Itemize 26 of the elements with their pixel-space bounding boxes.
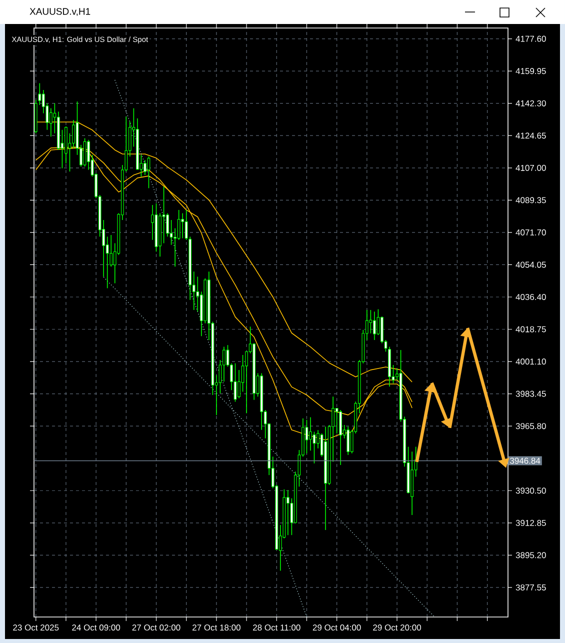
y-tick-label: 3877.55 [516, 584, 546, 590]
y-tick-label: 4071.70 [516, 229, 546, 236]
y-tick-label: 3912.85 [516, 520, 546, 526]
x-tick-label: 27 Oct 02:00 [132, 624, 180, 631]
y-tick-label: 3983.45 [516, 390, 546, 397]
x-tick-label: 27 Oct 18:00 [192, 624, 240, 631]
y-tick-label: 4036.40 [516, 294, 546, 300]
chart-title: XAUUSD.v,H1 [30, 8, 90, 16]
y-tick-label: 3965.80 [516, 423, 546, 430]
y-tick-label: 4159.95 [516, 68, 546, 74]
y-tick-label: 3930.50 [516, 488, 546, 494]
y-tick-label: 4054.05 [516, 262, 546, 268]
y-tick-label: 4107.00 [516, 164, 546, 171]
y-tick-label: 4177.60 [516, 36, 546, 42]
y-tick-label: 3895.20 [516, 552, 546, 558]
y-tick-label: 4018.75 [516, 326, 546, 332]
y-tick-label: 4124.65 [516, 132, 546, 139]
y-tick-label: 4089.35 [516, 197, 546, 204]
x-tick-label: 28 Oct 11:00 [253, 624, 300, 631]
x-tick-label: 29 Oct 04:00 [312, 624, 361, 631]
x-tick-label: 23 Oct 2025 [13, 624, 59, 631]
x-tick-label: 29 Oct 20:00 [373, 624, 422, 631]
x-tick-label: 24 Oct 09:00 [72, 624, 120, 631]
y-tick-label: 4001.10 [516, 358, 546, 365]
y-tick-label: 4142.30 [516, 100, 546, 106]
ref-line-label: 3946.84 [510, 458, 540, 464]
